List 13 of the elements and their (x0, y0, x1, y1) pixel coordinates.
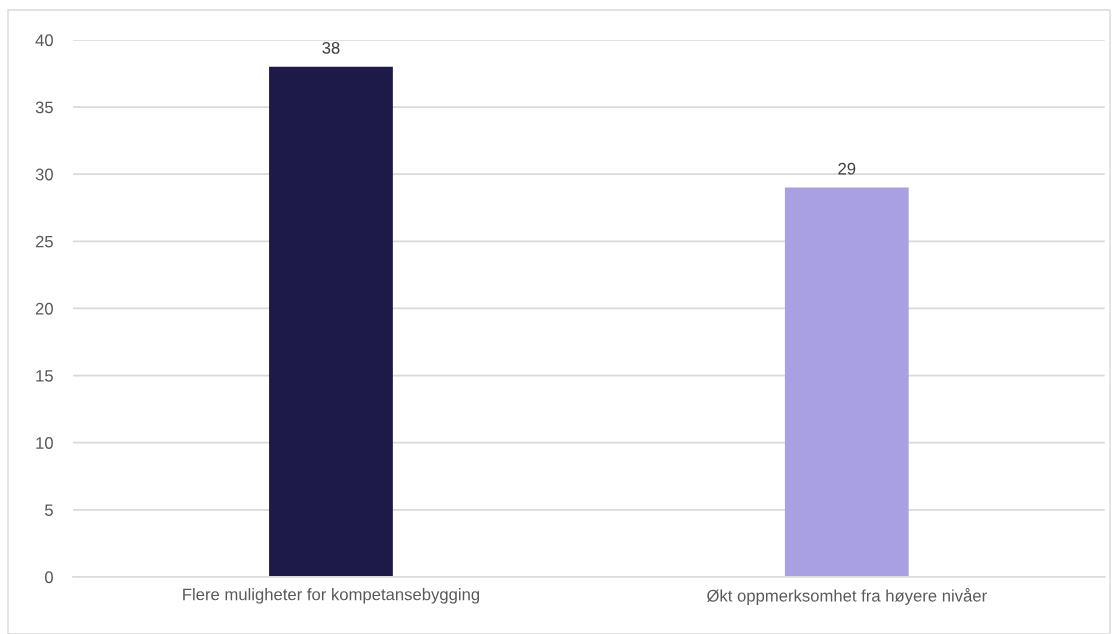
x-tick-label: Flere muligheter for kompetansebygging (183, 588, 480, 604)
data-label: 29 (838, 162, 856, 175)
y-tick-label: 40 (35, 34, 53, 47)
data-label: 38 (322, 41, 340, 54)
y-tick-label: 0 (44, 571, 53, 584)
y-tick-label: 5 (45, 504, 53, 517)
y-tick-label: 15 (36, 370, 53, 382)
y-tick-label: 30 (35, 168, 53, 181)
y-tick-label: 25 (35, 235, 53, 248)
y-tick-label: 20 (35, 302, 53, 315)
x-tick-label: Økt oppmerksomhet fra høyere nivåer (707, 588, 987, 605)
y-tick-label: 10 (36, 437, 53, 449)
y-tick-label: 35 (35, 101, 53, 114)
